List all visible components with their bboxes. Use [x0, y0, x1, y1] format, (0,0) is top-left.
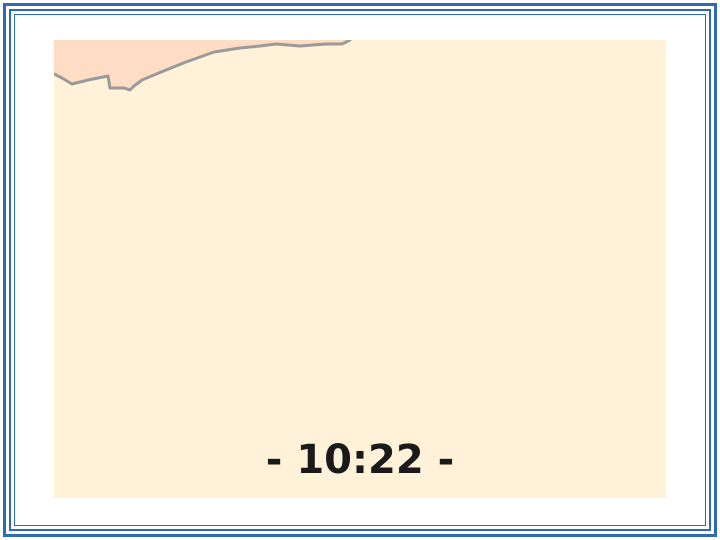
inner-frame-border	[14, 14, 706, 526]
map-border-line	[54, 40, 352, 92]
time-label: - 10:22 -	[265, 437, 455, 483]
map-panel	[54, 40, 666, 498]
map-canvas	[54, 40, 666, 498]
map-background	[54, 40, 666, 498]
middle-frame-border	[9, 9, 711, 531]
outer-frame-border	[3, 3, 717, 537]
map-region-shape	[54, 40, 350, 90]
